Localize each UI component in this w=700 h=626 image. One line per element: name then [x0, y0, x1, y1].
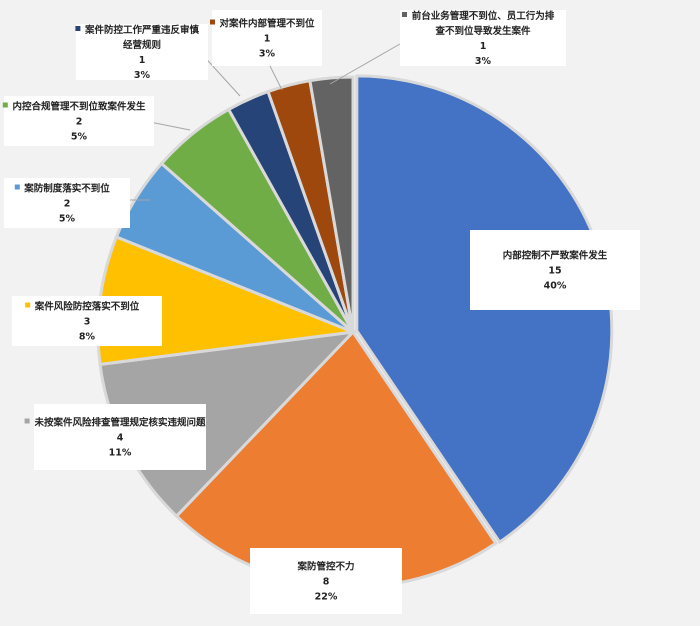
legend-key	[75, 26, 81, 31]
slice-value-label: 15	[548, 266, 561, 277]
slice-value-label: 8	[323, 577, 330, 588]
legend-key	[24, 418, 30, 424]
slice-name-label: 经营规则	[123, 39, 161, 51]
data-label-box	[4, 178, 130, 228]
leader-line	[149, 121, 191, 131]
data-label-box	[212, 10, 322, 66]
slice-value-label: 2	[64, 199, 71, 210]
slice-name-label: 查不到位导致发生案件	[434, 25, 531, 37]
leader-line	[329, 43, 401, 85]
slice-value-label: 1	[480, 41, 487, 52]
data-label-box	[34, 404, 206, 470]
pie-slice	[308, 75, 355, 333]
data-label-box	[470, 230, 640, 310]
legend-key	[402, 12, 407, 17]
slice-value-label: 4	[117, 433, 124, 444]
legend-key	[14, 184, 20, 190]
slice-name-label: 内部控制不严致案件发生	[503, 250, 608, 262]
data-label-box	[250, 548, 402, 614]
slice-percent-label: 5%	[59, 214, 76, 225]
slice-name-label: 案件风险防控落实不到位	[34, 301, 140, 313]
slice-percent-label: 5%	[71, 132, 88, 143]
slice-percent-label: 22%	[315, 592, 338, 603]
leader-line	[269, 65, 283, 91]
slice-name-label: 内控合规管理不到位致案件发生	[12, 101, 146, 113]
slice-name-label: 前台业务管理不到位、员工行为排	[412, 10, 555, 22]
slice-percent-label: 3%	[134, 70, 151, 81]
slice-value-label: 1	[264, 34, 271, 45]
legend-key	[25, 302, 31, 308]
data-label-box	[400, 10, 566, 66]
data-label-box	[4, 96, 154, 146]
slice-percent-label: 3%	[475, 56, 492, 67]
slice-value-label: 1	[139, 55, 146, 66]
slice-name-label: 案防制度落实不到位	[23, 183, 110, 195]
slice-name-label: 案防管控不力	[296, 561, 354, 573]
slice-percent-label: 40%	[544, 281, 567, 292]
slice-value-label: 2	[76, 117, 83, 128]
slice-percent-label: 11%	[109, 448, 132, 459]
slice-percent-label: 8%	[79, 332, 96, 343]
legend-key	[2, 102, 8, 108]
legend-key	[210, 19, 215, 25]
slice-percent-label: 3%	[259, 49, 276, 60]
slice-value-label: 3	[84, 317, 91, 328]
slice-name-label: 案件防控工作严重违反审慎	[84, 24, 200, 36]
slice-name-label: 对案件内部管理不到位	[219, 18, 315, 30]
slice-name-label: 未按案件风险排查管理规定核实违规问题	[33, 417, 206, 429]
data-label-box	[12, 296, 162, 346]
data-label-box	[76, 24, 208, 80]
